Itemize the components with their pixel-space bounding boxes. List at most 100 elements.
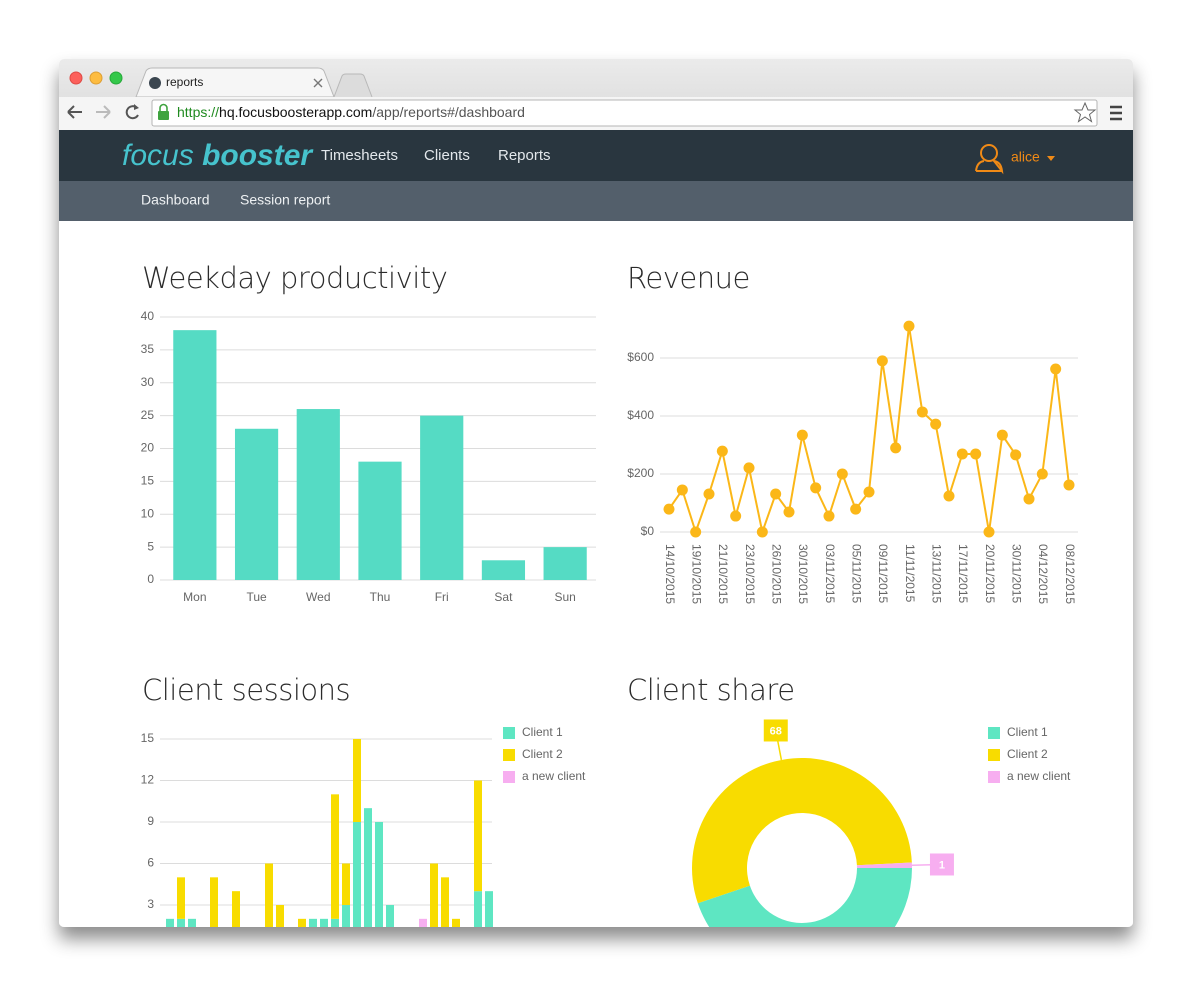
bar [481, 560, 526, 580]
data-label: 1 [939, 859, 945, 871]
y-tick-label: 10 [141, 506, 155, 520]
bar-segment [188, 918, 196, 927]
point [983, 526, 995, 538]
x-tick-label: Fri [435, 590, 449, 604]
x-tick-label: 03/11/2015 [823, 544, 837, 603]
tab[interactable] [135, 67, 335, 98]
point [863, 486, 875, 498]
zoom-button[interactable] [109, 71, 123, 85]
x-tick-label: Thu [370, 590, 391, 604]
window [59, 59, 1133, 927]
point [903, 320, 915, 332]
data-label: 68 [770, 725, 782, 737]
bar-segment [210, 877, 218, 927]
x-tick-label: Mon [183, 590, 206, 604]
bar-segment [474, 780, 482, 892]
point [823, 510, 835, 522]
y-tick-label: $600 [627, 350, 654, 364]
x-tick-label: 30/11/2015 [1009, 544, 1023, 603]
brand-part: focus [122, 139, 194, 172]
reload-button[interactable] [125, 105, 139, 120]
subnav [59, 181, 1133, 221]
donut-slice [856, 862, 912, 868]
bar-segment [364, 808, 372, 927]
navbar [59, 130, 1133, 181]
bookmark-star[interactable] [1073, 101, 1097, 123]
point [1050, 363, 1062, 375]
point [930, 418, 942, 430]
nav-link[interactable]: Clients [424, 147, 470, 164]
nav-link[interactable]: Timesheets [321, 147, 398, 164]
x-tick-label: 08/12/2015 [1063, 544, 1077, 604]
back-button[interactable] [67, 105, 82, 119]
chart-title: Revenue [627, 261, 750, 295]
point [943, 490, 955, 502]
user-menu[interactable]: alice [1011, 149, 1040, 165]
point [1063, 479, 1075, 491]
point [876, 355, 888, 367]
legend-label: Client 2 [1007, 747, 1048, 761]
point [716, 445, 728, 457]
content: Weekday productivity 0 5 10 15 20 25 30 35 40 Mon T… [141, 261, 1078, 927]
caret [1047, 156, 1055, 161]
brand[interactable]: focus booster [122, 139, 314, 172]
lock-shackle [159, 103, 168, 111]
subnav-link[interactable]: Dashboard [141, 192, 210, 208]
user-icon-body [975, 159, 1004, 175]
x-tick-label: 05/11/2015 [849, 544, 863, 603]
x-tick-label: Sun [554, 590, 575, 604]
subnav-link[interactable]: Session report [240, 192, 330, 208]
tab-title: reports [166, 75, 203, 89]
y-tick-label: 30 [141, 375, 155, 389]
tab-close[interactable] [313, 78, 323, 88]
bar-segment [331, 794, 339, 919]
bar-segment [177, 877, 185, 919]
point [810, 482, 822, 494]
chart-title: Client sessions [142, 673, 350, 707]
bar-segment [232, 891, 240, 927]
x-tick-label: 13/11/2015 [929, 544, 943, 603]
y-tick-label: 35 [141, 342, 155, 356]
bar-segment [452, 918, 460, 927]
bar-segment [430, 863, 438, 927]
nav-link[interactable]: Reports [498, 147, 551, 164]
legend-label: a new client [522, 769, 586, 783]
tab-favicon [149, 77, 161, 89]
bar-segment [265, 863, 273, 927]
bar-segment [342, 863, 350, 905]
x-tick-label: 26/10/2015 [769, 544, 783, 604]
point [916, 406, 928, 418]
bar-segment [177, 918, 185, 927]
point [1036, 468, 1048, 480]
legend-label: a new client [1007, 769, 1071, 783]
y-tick-label: 25 [141, 408, 155, 422]
point [1023, 493, 1035, 505]
address-bar[interactable] [151, 99, 1098, 127]
y-tick-label: 5 [147, 539, 154, 553]
reload-arrow [134, 104, 139, 110]
bar-segment [298, 918, 306, 927]
menu-button[interactable] [1110, 105, 1122, 121]
bar-segment [419, 918, 427, 927]
y-tick-label: 12 [141, 773, 155, 787]
bar [358, 461, 402, 580]
new-tab[interactable] [333, 73, 373, 98]
minimize-button[interactable] [89, 71, 103, 85]
close-button[interactable] [69, 71, 83, 85]
bar-segment [353, 739, 361, 822]
url-host: hq.focusboosterapp.com [219, 104, 372, 120]
forward-button[interactable] [96, 105, 111, 119]
legend-swatch [503, 727, 515, 739]
y-tick-label: 6 [147, 856, 154, 870]
y-tick-label: 40 [141, 309, 155, 323]
y-tick-label: 0 [147, 572, 154, 586]
point [676, 484, 688, 496]
lock-icon [158, 111, 169, 120]
point [770, 488, 782, 500]
y-tick-label: 20 [141, 441, 155, 455]
point [756, 526, 768, 538]
user-icon[interactable] [980, 144, 998, 162]
x-tick-label: 23/10/2015 [743, 544, 757, 604]
y-tick-label: 15 [141, 474, 155, 488]
